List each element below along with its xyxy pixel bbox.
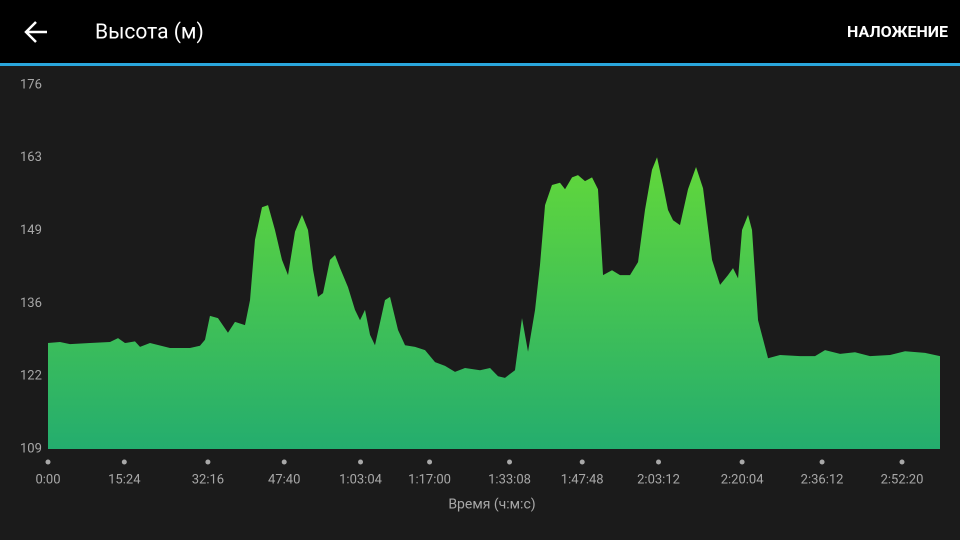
y-tick-label: 149 (20, 223, 42, 238)
x-tick-label: 2:36:12 (801, 472, 844, 487)
x-tick-dot (427, 459, 433, 465)
x-tick-dot (656, 459, 662, 465)
app-bar-divider (0, 63, 960, 66)
x-tick-label: 15:24 (108, 472, 141, 487)
x-tick-dot (819, 459, 825, 465)
x-tick-dot (45, 459, 51, 465)
x-tick-dot (121, 459, 127, 465)
y-tick-label: 176 (20, 77, 42, 92)
x-tick-dot (281, 459, 287, 465)
chart: 109 122 136 149 163 176 0:00 15:24 32:16 47:40 1:0… (20, 77, 940, 487)
y-tick-label: 136 (20, 296, 42, 311)
x-tick-dot (739, 459, 745, 465)
x-tick-dot (205, 459, 211, 465)
x-tick-label: 1:03:04 (339, 472, 383, 487)
x-tick-label: 47:40 (268, 472, 300, 487)
x-tick-dot (579, 459, 585, 465)
overlay-button[interactable]: НАЛОЖЕНИЕ (847, 22, 948, 41)
x-tick-label: 1:47:48 (561, 472, 604, 487)
y-tick-label: 122 (20, 369, 42, 384)
x-tick-label: 32:16 (192, 472, 224, 487)
x-tick-dot (507, 459, 513, 465)
x-tick-label: 0:00 (35, 472, 60, 487)
y-tick-label: 109 (20, 441, 42, 456)
y-tick-label: 163 (20, 150, 42, 165)
x-tick-label: 1:17:00 (408, 472, 451, 487)
app-bar (0, 0, 960, 63)
x-tick-label: 2:03:12 (637, 472, 680, 487)
elevation-area (48, 157, 940, 449)
screen-title: Высота (м) (95, 21, 204, 45)
x-tick-label: 2:52:20 (881, 472, 924, 487)
x-tick-dot (899, 459, 905, 465)
x-axis-label: Время (ч:м:с) (448, 497, 535, 513)
x-tick-label: 2:20:04 (721, 472, 765, 487)
x-tick-label: 1:33:08 (488, 472, 531, 487)
back-button[interactable] (24, 21, 47, 43)
x-tick-dot (358, 459, 364, 465)
